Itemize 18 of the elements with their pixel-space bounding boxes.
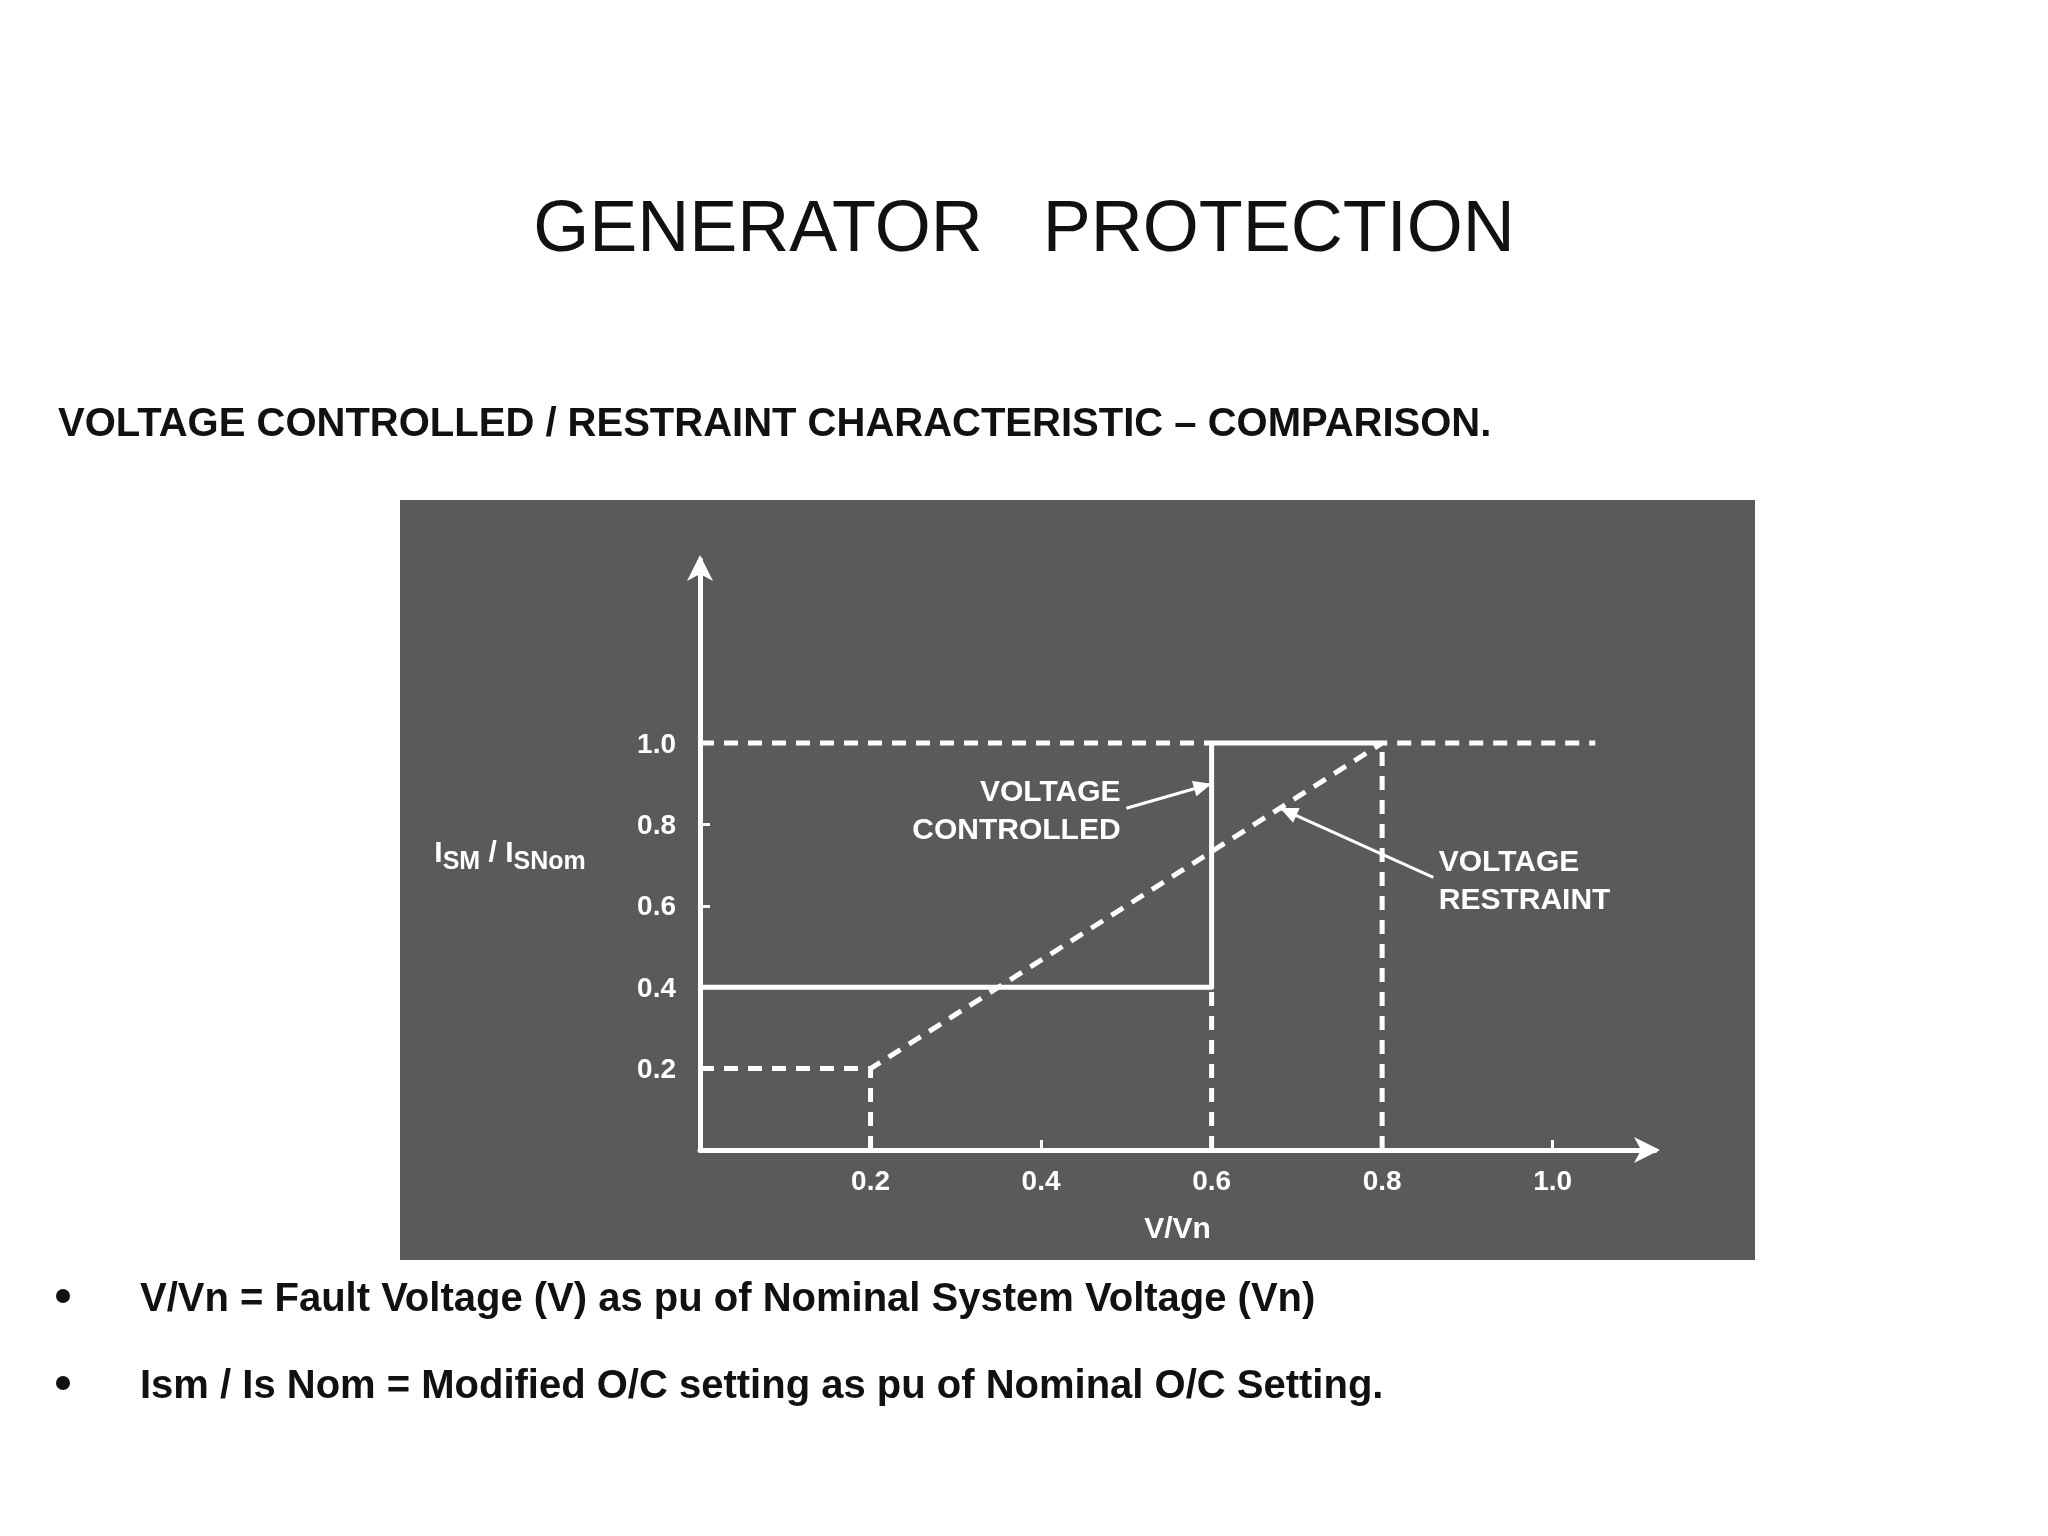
x-tick-label: 0.8 <box>1362 1164 1402 1196</box>
y-tick-label: 1.0 <box>637 727 676 759</box>
chart-title: GENERATOR PROTECTION <box>532 185 1516 267</box>
annotation: VOLTAGE CONTROLLED <box>912 774 1121 846</box>
y-tick-label: 0.8 <box>637 808 676 840</box>
y-tick-label: 0.2 <box>637 1053 676 1085</box>
y-axis-title: I$_{SM}$ / I$_{SNom}$ <box>434 835 586 875</box>
x-tick-label: 1.0 <box>1533 1164 1573 1196</box>
x-tick-label: 0.4 <box>1021 1164 1061 1196</box>
x-tick-label: 0.6 <box>1192 1164 1232 1196</box>
text: Ism / Is Nom = Modified O/C setting as pu of Nominal O/C Setting. <box>139 1362 1384 1407</box>
text: V/Vn = Fault Voltage (V) as pu of Nominal System Voltage (Vn) <box>139 1275 1317 1320</box>
chart-subtitle: VOLTAGE CONTROLLED / RESTRAINT CHARACTERISTIC – COMPARISON. <box>58 400 1492 445</box>
y-tick-label: 0.4 <box>637 971 677 1003</box>
x-axis-title: V/Vn <box>1144 1210 1211 1244</box>
y-tick-label: 0.6 <box>637 890 676 922</box>
x-tick-label: 0.2 <box>851 1164 890 1196</box>
annotation: VOLTAGE RESTRAINT <box>1438 844 1611 916</box>
